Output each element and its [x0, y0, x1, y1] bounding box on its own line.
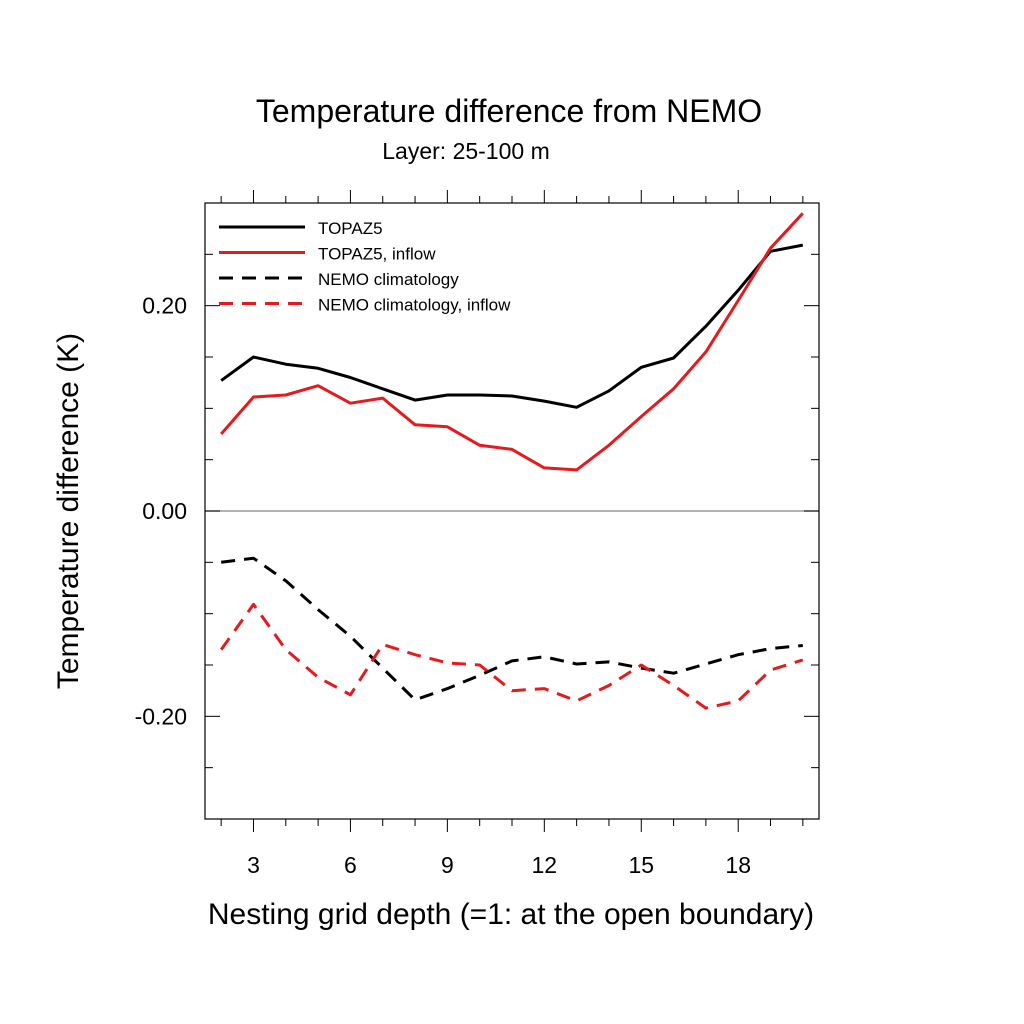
plot-area: 3 6 9 12 15 18 -0.20 0.00 0.20: [135, 190, 820, 878]
series-group: [219, 212, 804, 710]
series-line-1: [220, 243, 804, 409]
series-line-3: [221, 556, 803, 702]
x-tick-label: 18: [725, 852, 751, 878]
legend-label-4: NEMO climatology, inflow: [318, 296, 511, 315]
legend-label-2: TOPAZ5, inflow: [318, 245, 436, 264]
x-tick-label: 12: [532, 852, 558, 878]
series-line-4: [219, 602, 804, 710]
legend-label-3: NEMO climatology: [318, 270, 459, 289]
y-tick-label: 0.00: [142, 498, 187, 524]
y-tick-label: 0.20: [142, 293, 187, 319]
series-line-2: [220, 212, 804, 472]
legend: TOPAZ5 TOPAZ5, inflow NEMO climatology NEMO…: [219, 219, 511, 315]
chart-title: Temperature difference from NEMO: [256, 93, 762, 129]
legend-label-1: TOPAZ5: [318, 219, 383, 238]
x-axis-label: Nesting grid depth (=1: at the open boun…: [208, 898, 814, 931]
chart-subtitle: Layer: 25-100 m: [382, 138, 549, 164]
x-tick-label: 6: [344, 852, 357, 878]
y-axis-label: Temperature difference (K): [52, 333, 85, 689]
x-tick-label: 15: [628, 852, 654, 878]
x-tick-label: 3: [247, 852, 260, 878]
x-tick-label: 9: [441, 852, 454, 878]
y-tick-label: -0.20: [135, 703, 187, 729]
